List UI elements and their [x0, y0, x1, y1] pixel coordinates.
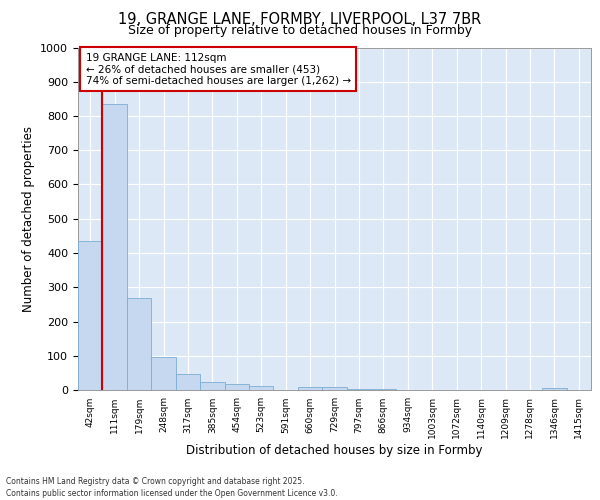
Bar — [347, 388, 371, 390]
Text: Contains HM Land Registry data © Crown copyright and database right 2025.: Contains HM Land Registry data © Crown c… — [6, 478, 305, 486]
Bar — [371, 388, 395, 390]
Bar — [127, 298, 151, 390]
Bar — [298, 386, 322, 390]
Text: Contains public sector information licensed under the Open Government Licence v3: Contains public sector information licen… — [6, 489, 338, 498]
Bar — [249, 386, 274, 390]
Text: Size of property relative to detached houses in Formby: Size of property relative to detached ho… — [128, 24, 472, 37]
Bar — [176, 374, 200, 390]
Text: 19 GRANGE LANE: 112sqm
← 26% of detached houses are smaller (453)
74% of semi-de: 19 GRANGE LANE: 112sqm ← 26% of detached… — [86, 52, 351, 86]
Bar — [78, 241, 103, 390]
Y-axis label: Number of detached properties: Number of detached properties — [22, 126, 35, 312]
Bar — [322, 388, 347, 390]
Bar — [542, 388, 566, 390]
Bar — [151, 357, 176, 390]
Bar — [200, 382, 224, 390]
Bar — [224, 384, 249, 390]
X-axis label: Distribution of detached houses by size in Formby: Distribution of detached houses by size … — [186, 444, 483, 457]
Bar — [103, 104, 127, 390]
Text: 19, GRANGE LANE, FORMBY, LIVERPOOL, L37 7BR: 19, GRANGE LANE, FORMBY, LIVERPOOL, L37 … — [118, 12, 482, 28]
